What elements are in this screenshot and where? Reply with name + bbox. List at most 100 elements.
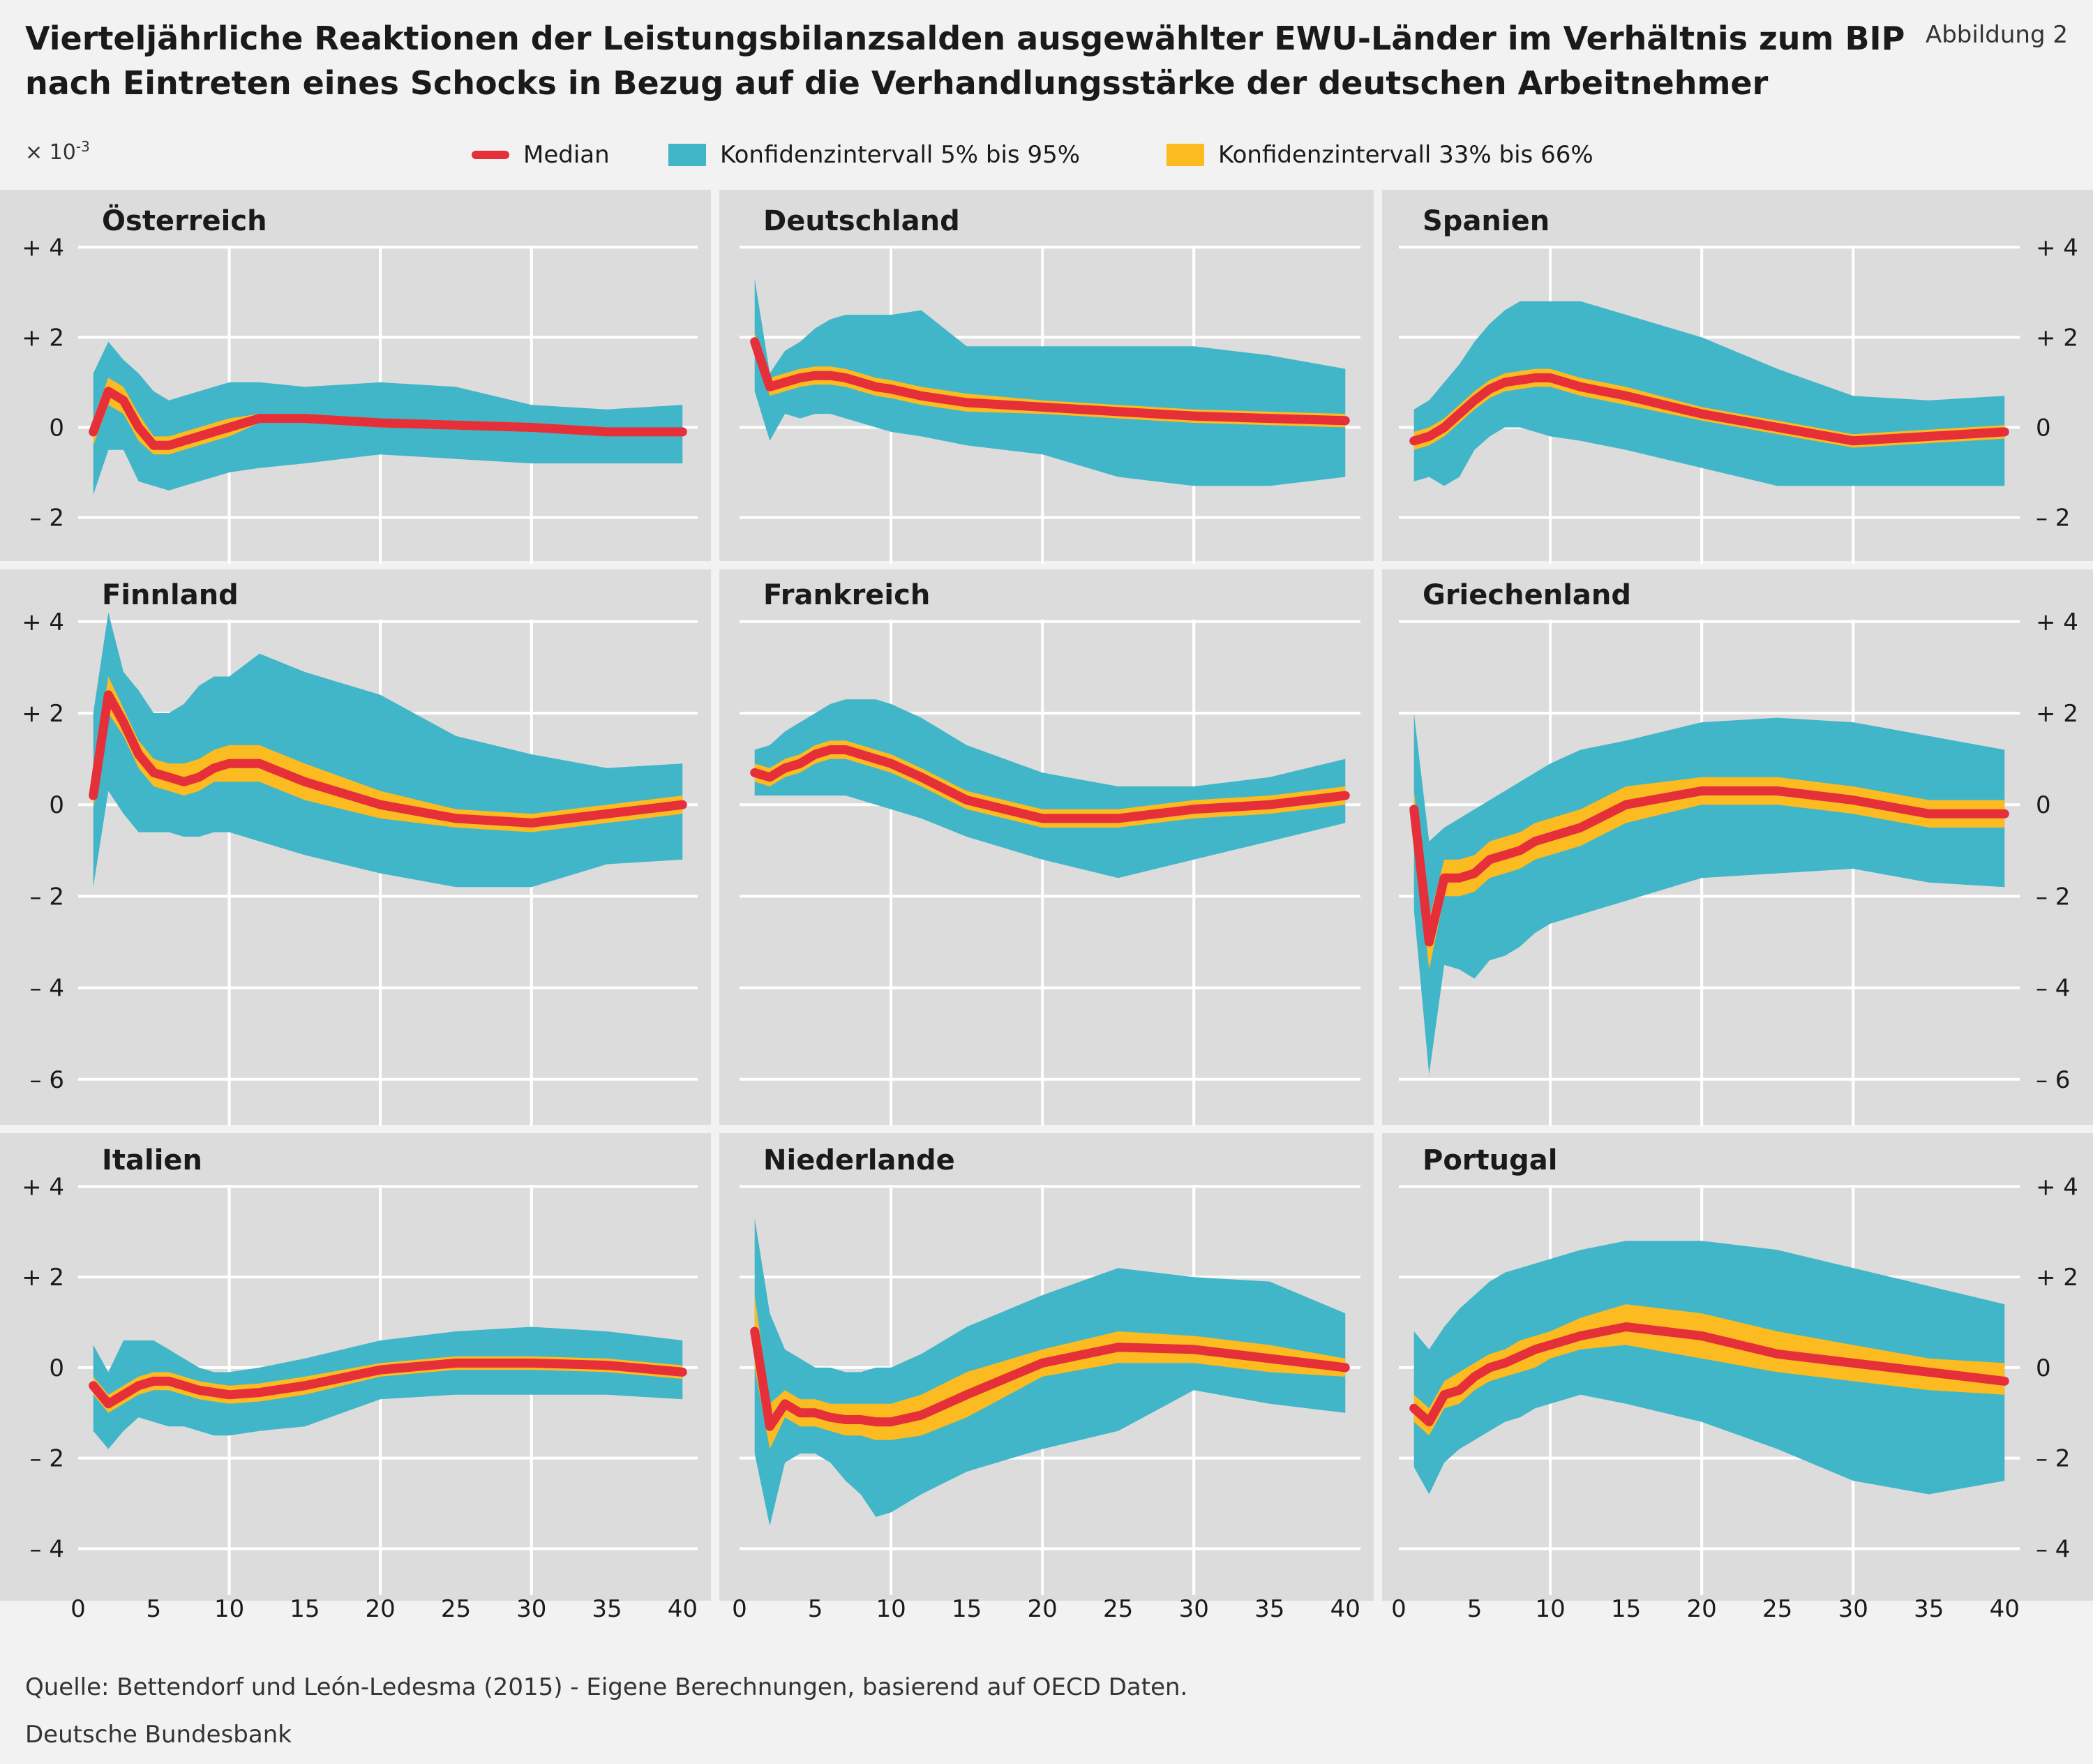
- panel-title: Deutschland: [763, 205, 960, 237]
- y-tick-label: + 2: [2036, 324, 2078, 352]
- panel-portugal: Portugal + 4 + 2 0 – 2 – 4: [1399, 1144, 2078, 1595]
- legend-ci-33: Konfidenzintervall 33% bis 66%: [1166, 141, 1593, 169]
- panel-title: Portugal: [1423, 1144, 1557, 1176]
- y-tick-label: + 4: [2036, 234, 2078, 262]
- legend-median-swatch: [472, 151, 509, 159]
- y-tick-label: + 2: [22, 1264, 64, 1292]
- figure-label: Abbildung 2: [1925, 21, 2068, 49]
- median-line: [750, 1326, 1350, 1431]
- chart-title-line-2: nach Eintreten eines Schocks in Bezug au…: [25, 64, 1769, 102]
- x-tick-label: 5: [146, 1595, 161, 1623]
- panel-österreich: Österreich + 4 + 2 0 – 2: [22, 204, 698, 564]
- legend-ci-33-swatch: [1166, 144, 1204, 166]
- y-tick-label: – 6: [2036, 1066, 2070, 1094]
- panel-title: Spanien: [1423, 205, 1550, 237]
- ci-90-band: [754, 699, 1346, 879]
- footer: Quelle: Bettendorf und León-Ledesma (201…: [0, 1652, 2093, 1764]
- x-tick-label: 15: [1611, 1595, 1641, 1623]
- x-tick-label: 35: [592, 1595, 622, 1623]
- panel-title: Griechenland: [1423, 579, 1631, 611]
- x-tick-label: 0: [70, 1595, 86, 1623]
- y-tick-label: + 2: [22, 700, 64, 728]
- x-tick-label: 40: [1990, 1595, 2020, 1623]
- y-tick-label: – 2: [30, 883, 64, 911]
- panel-italien: Italien + 4 + 2 0 – 2 – 4: [22, 1144, 698, 1595]
- panel-finnland: Finnland + 4 + 2 0 – 2 – 4 – 6: [22, 579, 698, 1126]
- y-tick-label: + 2: [2036, 1264, 2078, 1292]
- median-line: [750, 745, 1350, 823]
- x-tick-label: 25: [1103, 1595, 1133, 1623]
- y-tick-label: 0: [2036, 791, 2051, 819]
- x-tick-label: 20: [1687, 1595, 1717, 1623]
- y-tick-label: 0: [2036, 414, 2051, 442]
- panel-group: Österreich + 4 + 2 0 – 2 Deutschland Spanien + …: [0, 190, 2093, 1623]
- chart-area: Österreich + 4 + 2 0 – 2 Deutschland Spanien + …: [0, 183, 2093, 1652]
- median-line: [89, 387, 687, 450]
- credit-note: Deutsche Bundesbank: [25, 1721, 292, 1749]
- x-tick-label: 10: [214, 1595, 244, 1623]
- legend-ci-90: Konfidenzintervall 5% bis 95%: [668, 141, 1080, 169]
- median-line: [750, 337, 1350, 426]
- legend-median-label: Median: [523, 141, 610, 169]
- y-tick-label: – 4: [30, 975, 64, 1003]
- x-tick-label: 35: [1254, 1595, 1284, 1623]
- y-tick-label: 0: [49, 414, 64, 442]
- header: Vierteljährliche Reaktionen der Leistung…: [0, 0, 2093, 183]
- panel-frankreich: Frankreich: [740, 579, 1360, 1126]
- y-tick-label: 0: [2036, 1354, 2051, 1382]
- x-tick-label: 15: [290, 1595, 320, 1623]
- x-tick-label: 5: [808, 1595, 823, 1623]
- x-tick-label: 10: [1535, 1595, 1565, 1623]
- source-note: Quelle: Bettendorf und León-Ledesma (201…: [25, 1673, 1188, 1701]
- legend-median: Median: [472, 141, 610, 169]
- panel-spanien: Spanien + 4 + 2 0 – 2: [1399, 205, 2078, 564]
- median-line: [1409, 1322, 2009, 1427]
- ci-33-band: [93, 1356, 683, 1413]
- ci-90-band: [93, 341, 683, 495]
- x-tick-label: 0: [732, 1595, 747, 1623]
- y-tick-label: + 4: [2036, 608, 2078, 636]
- unit-base: × 10: [25, 140, 76, 165]
- y-tick-label: – 2: [2036, 883, 2070, 911]
- median-line: [89, 1358, 687, 1409]
- panel-niederlande: Niederlande: [740, 1144, 1360, 1595]
- x-tick-label: 0: [1391, 1595, 1406, 1623]
- y-tick-label: + 2: [2036, 700, 2078, 728]
- x-tick-label: 30: [516, 1595, 546, 1623]
- y-tick-label: – 2: [30, 504, 64, 532]
- y-tick-label: – 4: [30, 1535, 64, 1563]
- y-tick-label: + 4: [22, 608, 64, 636]
- x-tick-label: 25: [1762, 1595, 1792, 1623]
- ci-33-band: [1413, 777, 2005, 970]
- x-tick-label: 25: [441, 1595, 471, 1623]
- median-line: [89, 690, 687, 828]
- y-tick-label: – 2: [30, 1445, 64, 1473]
- legend-ci-33-label: Konfidenzintervall 33% bis 66%: [1218, 141, 1593, 169]
- legend-ci-90-label: Konfidenzintervall 5% bis 95%: [720, 141, 1081, 169]
- ci-33-band: [1413, 368, 2005, 450]
- unit-exponent: -3: [75, 138, 90, 155]
- panel-title: Frankreich: [763, 579, 930, 611]
- x-tick-label: 10: [876, 1595, 906, 1623]
- y-tick-label: – 2: [2036, 504, 2070, 532]
- x-tick-label: 40: [1330, 1595, 1360, 1623]
- x-tick-label: 30: [1838, 1595, 1868, 1623]
- x-tick-label: 5: [1467, 1595, 1483, 1623]
- x-tick-label: 20: [1028, 1595, 1058, 1623]
- chart-title-line-1: Vierteljährliche Reaktionen der Leistung…: [25, 20, 1905, 57]
- y-tick-label: + 4: [22, 1173, 64, 1201]
- legend-ci-90-swatch: [668, 144, 706, 166]
- x-tick-label: 30: [1179, 1595, 1209, 1623]
- panel-title: Italien: [102, 1144, 202, 1176]
- ci-90-band: [1413, 1241, 2005, 1495]
- panel-title: Österreich: [102, 204, 267, 237]
- ci-33-band: [754, 1295, 1346, 1449]
- median-line: [1409, 373, 2009, 446]
- panel-deutschland: Deutschland: [740, 205, 1360, 564]
- x-tick-label: 20: [366, 1595, 396, 1623]
- ci-33-band: [93, 676, 683, 832]
- y-tick-label: + 4: [22, 234, 64, 262]
- median-line: [1409, 786, 2009, 947]
- x-tick-label: 35: [1914, 1595, 1944, 1623]
- panel-griechenland: Griechenland + 4 + 2 0 – 2 – 4 – 6: [1399, 579, 2078, 1126]
